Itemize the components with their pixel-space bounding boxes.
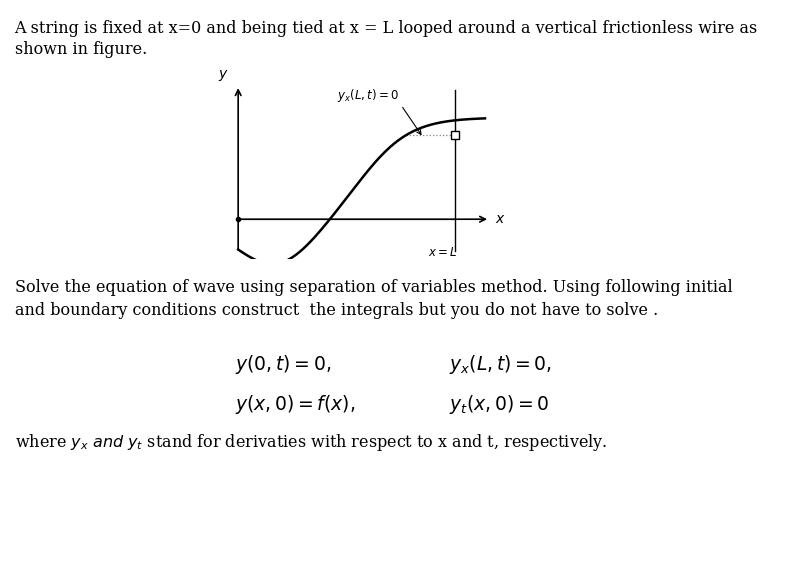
Text: $y_t(x, 0) = 0$: $y_t(x, 0) = 0$: [449, 393, 549, 415]
Text: $x$: $x$: [495, 212, 506, 226]
Text: $y(0, t) = 0,$: $y(0, t) = 0,$: [235, 353, 331, 376]
Text: $x=L$: $x=L$: [428, 246, 458, 259]
Text: $y_x(L, t) = 0,$: $y_x(L, t) = 0,$: [449, 353, 552, 376]
Text: where $y_x$ $and$ $y_t$ stand for derivaties with respect to x and t, respective: where $y_x$ $and$ $y_t$ stand for deriva…: [15, 432, 607, 453]
Text: $y_x(L,t)=0$: $y_x(L,t)=0$: [337, 87, 399, 104]
Text: $y(x, 0) = f(x),$: $y(x, 0) = f(x),$: [235, 393, 355, 415]
Text: $y$: $y$: [218, 68, 228, 83]
Text: shown in figure.: shown in figure.: [15, 41, 146, 58]
Text: A string is fixed at x=0 and being tied at x = L looped around a vertical fricti: A string is fixed at x=0 and being tied …: [15, 20, 758, 37]
Text: Solve the equation of wave using separation of variables method. Using following: Solve the equation of wave using separat…: [15, 279, 732, 296]
Text: and boundary conditions construct  the integrals but you do not have to solve .: and boundary conditions construct the in…: [15, 302, 658, 319]
